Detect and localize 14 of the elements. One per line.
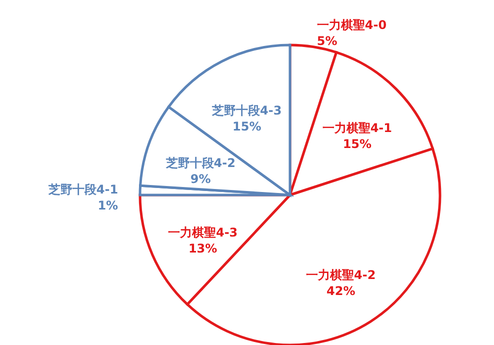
data-label: 5% bbox=[316, 34, 338, 48]
slice-label: 芝野十段4-3 bbox=[211, 103, 282, 118]
data-label: 42% bbox=[326, 284, 356, 298]
data-label: 13% bbox=[188, 242, 218, 256]
slice-label: 芝野十段4-2 bbox=[164, 156, 236, 170]
slice-label: 一力棋聖4-1 bbox=[322, 120, 392, 135]
data-label: 15% bbox=[342, 136, 372, 151]
data-label: 9% bbox=[190, 172, 211, 186]
data-label: 15% bbox=[232, 119, 262, 134]
slice-label: 芝野十段4-1 bbox=[47, 182, 118, 197]
slice-label: 一力棋聖4-2 bbox=[306, 268, 376, 282]
data-label: 1% bbox=[98, 198, 118, 213]
slice-label: 一力棋聖4-3 bbox=[168, 226, 238, 240]
slice-label: 一力棋聖4-0 bbox=[316, 18, 387, 32]
